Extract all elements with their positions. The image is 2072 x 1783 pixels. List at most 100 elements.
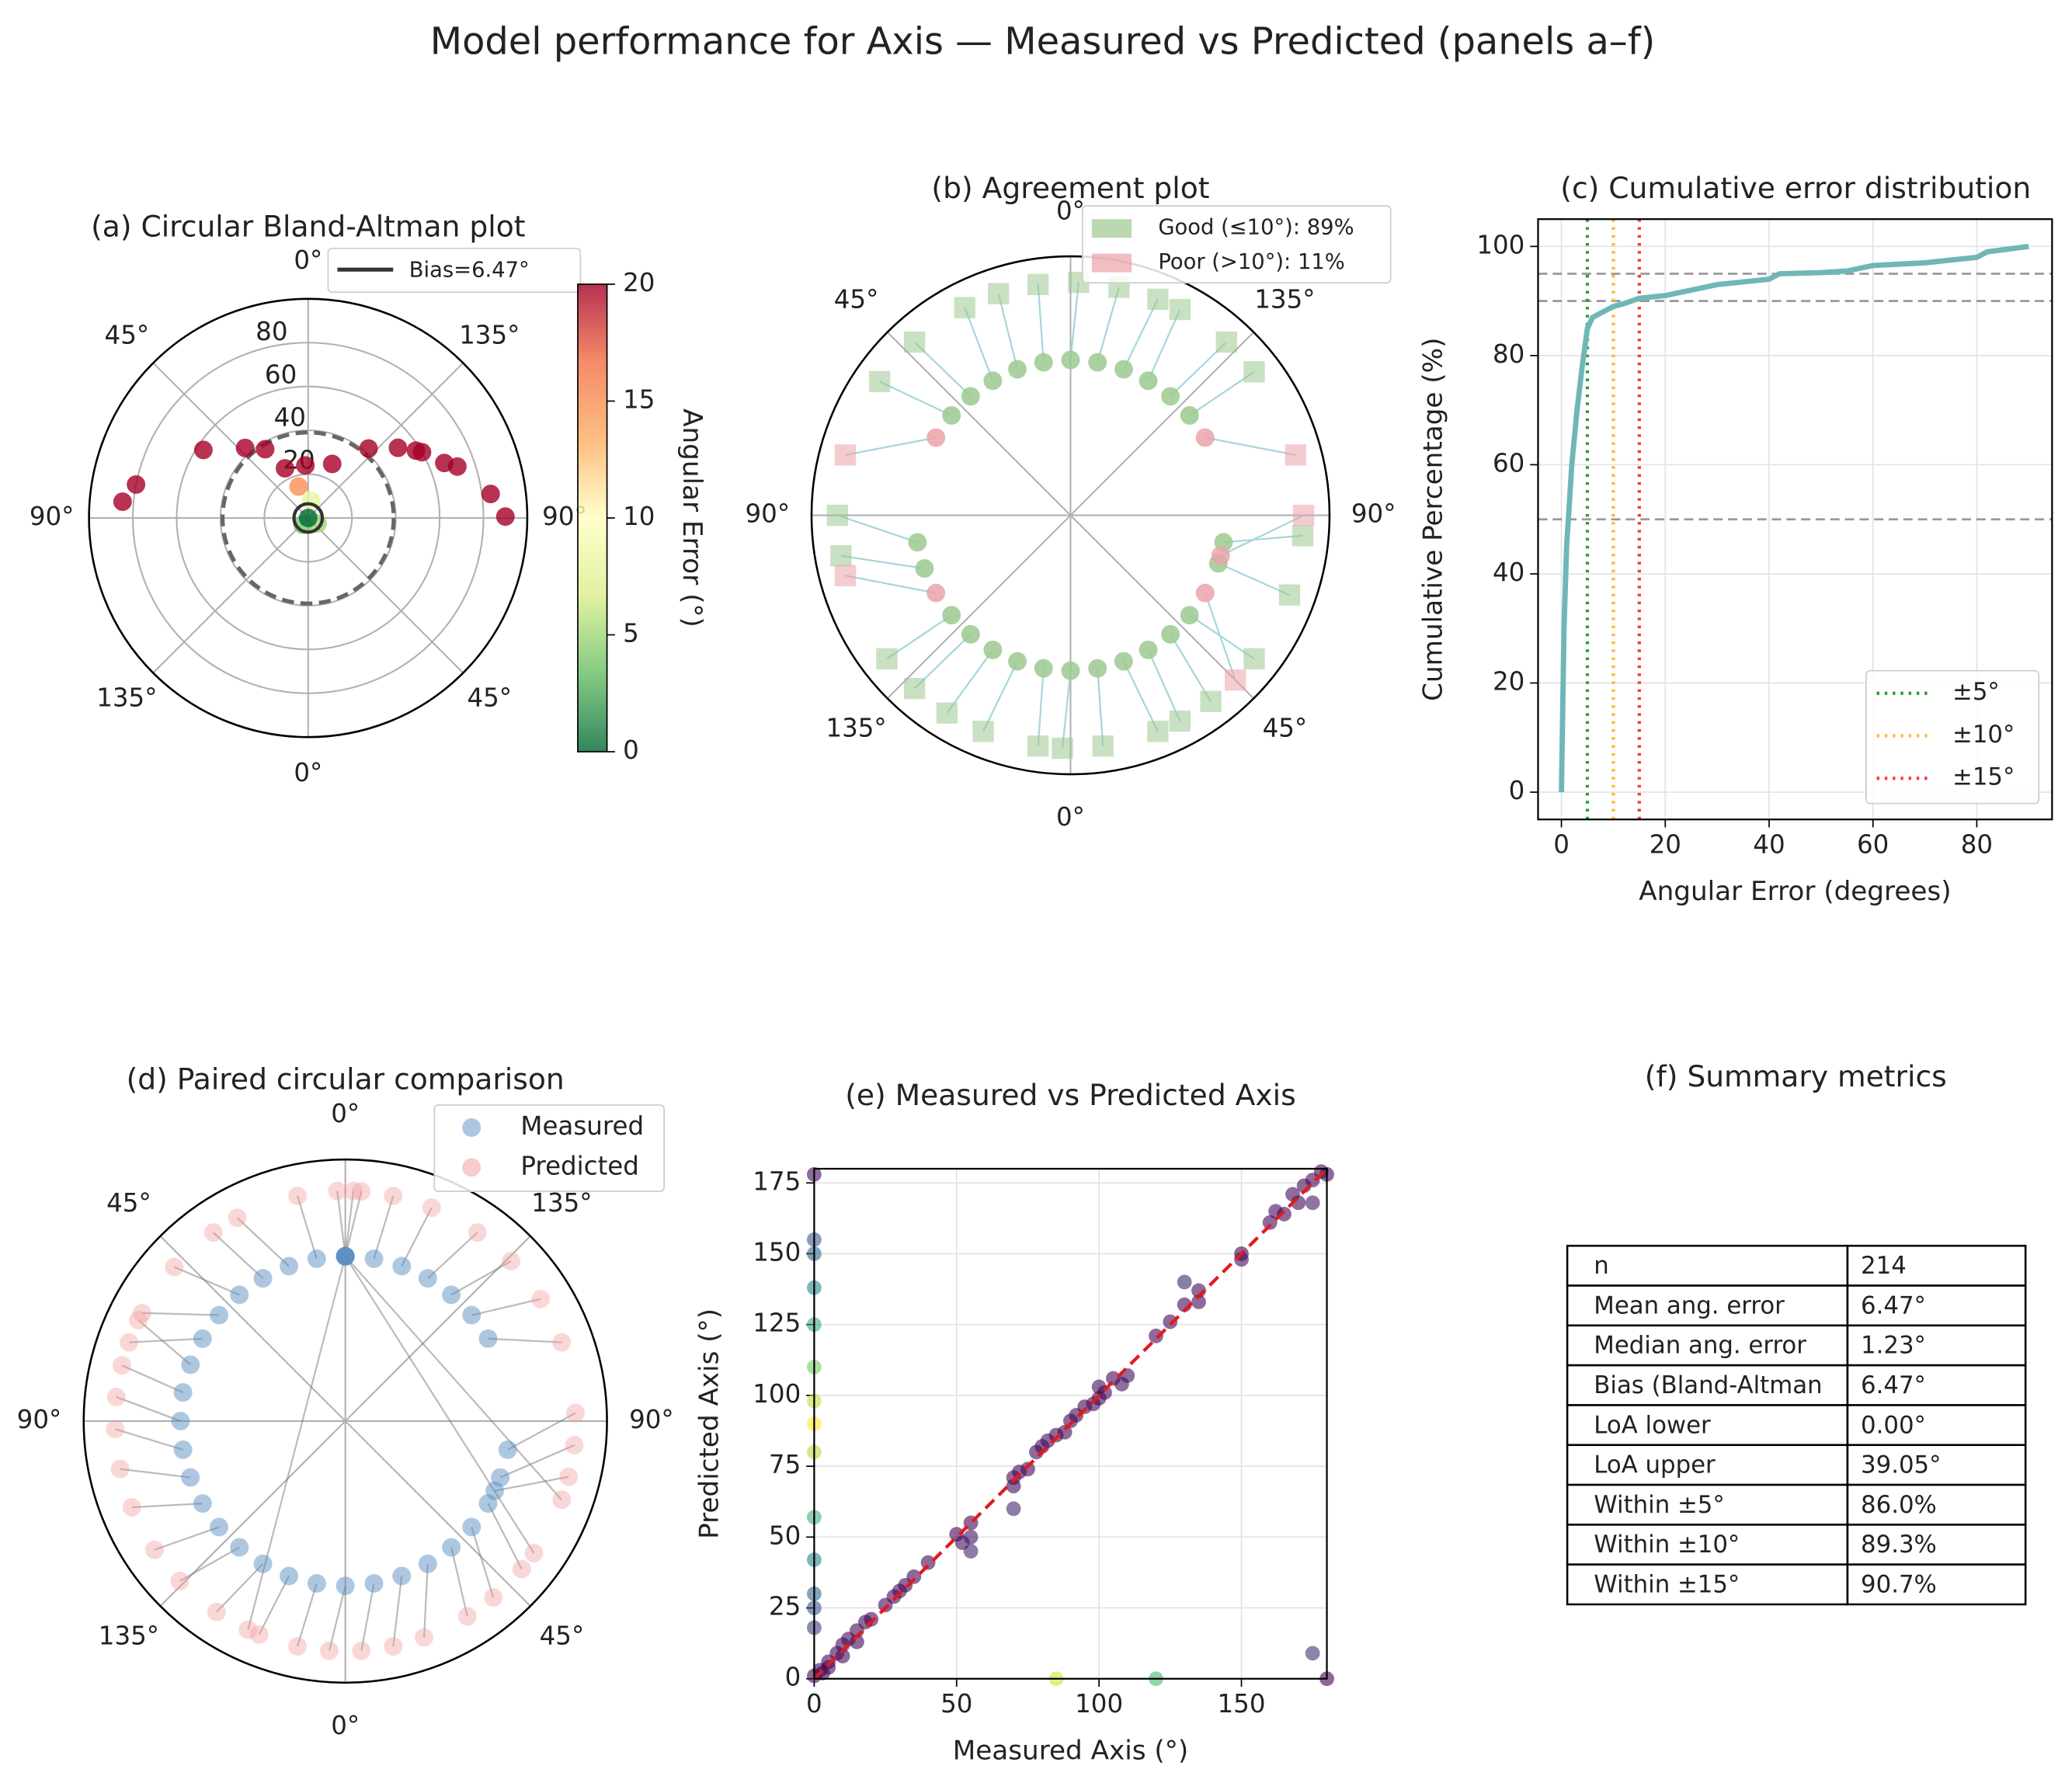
predicted-point xyxy=(868,370,891,393)
theta-tick-label: 135° xyxy=(99,1621,159,1651)
y-tick-label: 60 xyxy=(1493,448,1524,478)
scatter-point xyxy=(1277,1206,1292,1222)
pair-connector xyxy=(1069,282,1080,360)
measured-point xyxy=(1088,353,1107,372)
scatter-point xyxy=(906,1569,922,1584)
table-cell xyxy=(1846,1483,2027,1526)
predicted-point xyxy=(552,1333,572,1352)
panel-title: (c) Cumulative error distribution xyxy=(1560,171,2031,205)
panel-title: (a) Circular Bland-Altman plot xyxy=(91,210,525,244)
legend-box xyxy=(433,1104,665,1192)
measured-point xyxy=(1034,659,1053,678)
x-tick-label: 150 xyxy=(1218,1689,1266,1719)
error-point xyxy=(359,439,378,458)
predicted-point xyxy=(1092,735,1114,757)
pair-connector xyxy=(1147,309,1181,381)
pair-connector xyxy=(450,1547,468,1617)
pair-connector xyxy=(344,1256,535,1554)
predicted-point xyxy=(228,1208,247,1228)
scatter-point xyxy=(1191,1295,1206,1309)
pair-connector xyxy=(116,1395,181,1422)
pair-connector xyxy=(1189,370,1255,416)
colorbar-tick-label: 5 xyxy=(623,618,639,648)
pair-connector xyxy=(120,1468,191,1479)
y-tick-label: 20 xyxy=(1493,667,1524,697)
table-label: Median ang. error xyxy=(1594,1332,1806,1360)
predicted-point xyxy=(1027,735,1049,757)
measured-point xyxy=(1008,652,1027,671)
scatter-point xyxy=(1149,1328,1163,1343)
x-tick-label: 40 xyxy=(1753,829,1785,859)
measured-point xyxy=(1211,546,1230,565)
scatter-point xyxy=(963,1529,979,1545)
pair-connector xyxy=(258,1575,290,1635)
grid-spoke xyxy=(308,362,464,519)
polar-frame xyxy=(88,297,529,739)
measured-point xyxy=(983,371,1003,391)
pair-connector xyxy=(1189,614,1255,660)
measured-point xyxy=(1061,661,1080,680)
predicted-point xyxy=(170,1571,189,1590)
pair-connector xyxy=(427,1232,478,1279)
panel-title: (f) Summary metrics xyxy=(1645,1059,1947,1093)
measured-point xyxy=(1114,360,1133,379)
error-point xyxy=(388,438,408,457)
predicted-point xyxy=(288,1186,308,1205)
predicted-point xyxy=(328,1181,347,1201)
y-tick-label: 175 xyxy=(753,1166,801,1196)
legend-label: Poor (>10°): 11% xyxy=(1158,250,1344,274)
measured-point xyxy=(307,1249,326,1268)
measured-point xyxy=(210,1305,229,1325)
bias-circle xyxy=(292,502,325,534)
y-tick-label: 150 xyxy=(753,1237,801,1267)
pair-connector xyxy=(154,1526,220,1551)
pair-connector xyxy=(845,575,937,594)
theta-tick-label: 45° xyxy=(540,1621,585,1651)
predicted-point xyxy=(826,504,849,527)
predicted-point xyxy=(415,1628,434,1647)
table-value: 86.0% xyxy=(1861,1491,1937,1519)
predicted-point xyxy=(384,1636,403,1656)
predicted-point xyxy=(249,1625,269,1644)
pair-connector xyxy=(964,307,994,381)
predicted-point xyxy=(531,1289,551,1309)
y-tick-label: 100 xyxy=(1476,230,1524,259)
grid-spoke xyxy=(152,517,309,674)
panel-title: (b) Agreement plot xyxy=(931,171,1209,205)
pair-connector xyxy=(296,1195,318,1260)
grid-spoke xyxy=(886,332,1072,516)
pair-connector xyxy=(1204,593,1236,681)
scatter-point xyxy=(864,1611,879,1627)
scatter-point xyxy=(1006,1501,1021,1517)
legend-box xyxy=(1865,669,2040,805)
predicted-point xyxy=(903,331,926,353)
theta-tick-label: 90° xyxy=(30,502,75,531)
pair-connector xyxy=(344,1190,355,1256)
x-tick-label: 80 xyxy=(1961,829,1993,859)
table-cell xyxy=(1566,1563,1849,1606)
predicted-point xyxy=(903,677,926,700)
predicted-point xyxy=(501,1252,520,1270)
table-label: LoA lower xyxy=(1594,1411,1711,1439)
scatter-point xyxy=(1305,1646,1320,1661)
measured-point xyxy=(498,1440,517,1459)
scatter-point xyxy=(1177,1274,1192,1290)
y-tick-label: 100 xyxy=(753,1379,801,1409)
measured-point xyxy=(442,1285,461,1305)
pair-connector xyxy=(840,554,925,570)
predicted-point xyxy=(1200,690,1222,712)
predicted-point xyxy=(566,1403,585,1423)
pair-connector xyxy=(173,1266,240,1296)
measured-point xyxy=(1061,350,1080,370)
polar-frame xyxy=(82,1158,608,1684)
measured-point xyxy=(485,1481,505,1500)
x-tick-label: 0 xyxy=(806,1689,822,1719)
predicted-point xyxy=(129,1311,148,1329)
theta-tick-label: 45° xyxy=(1263,713,1308,742)
legend-marker xyxy=(462,1118,481,1137)
predicted-point xyxy=(203,1223,223,1243)
predicted-point xyxy=(830,545,852,567)
predicted-point xyxy=(954,297,975,318)
table-value: 1.23° xyxy=(1861,1332,1926,1360)
table-value: 90.7% xyxy=(1861,1571,1937,1599)
